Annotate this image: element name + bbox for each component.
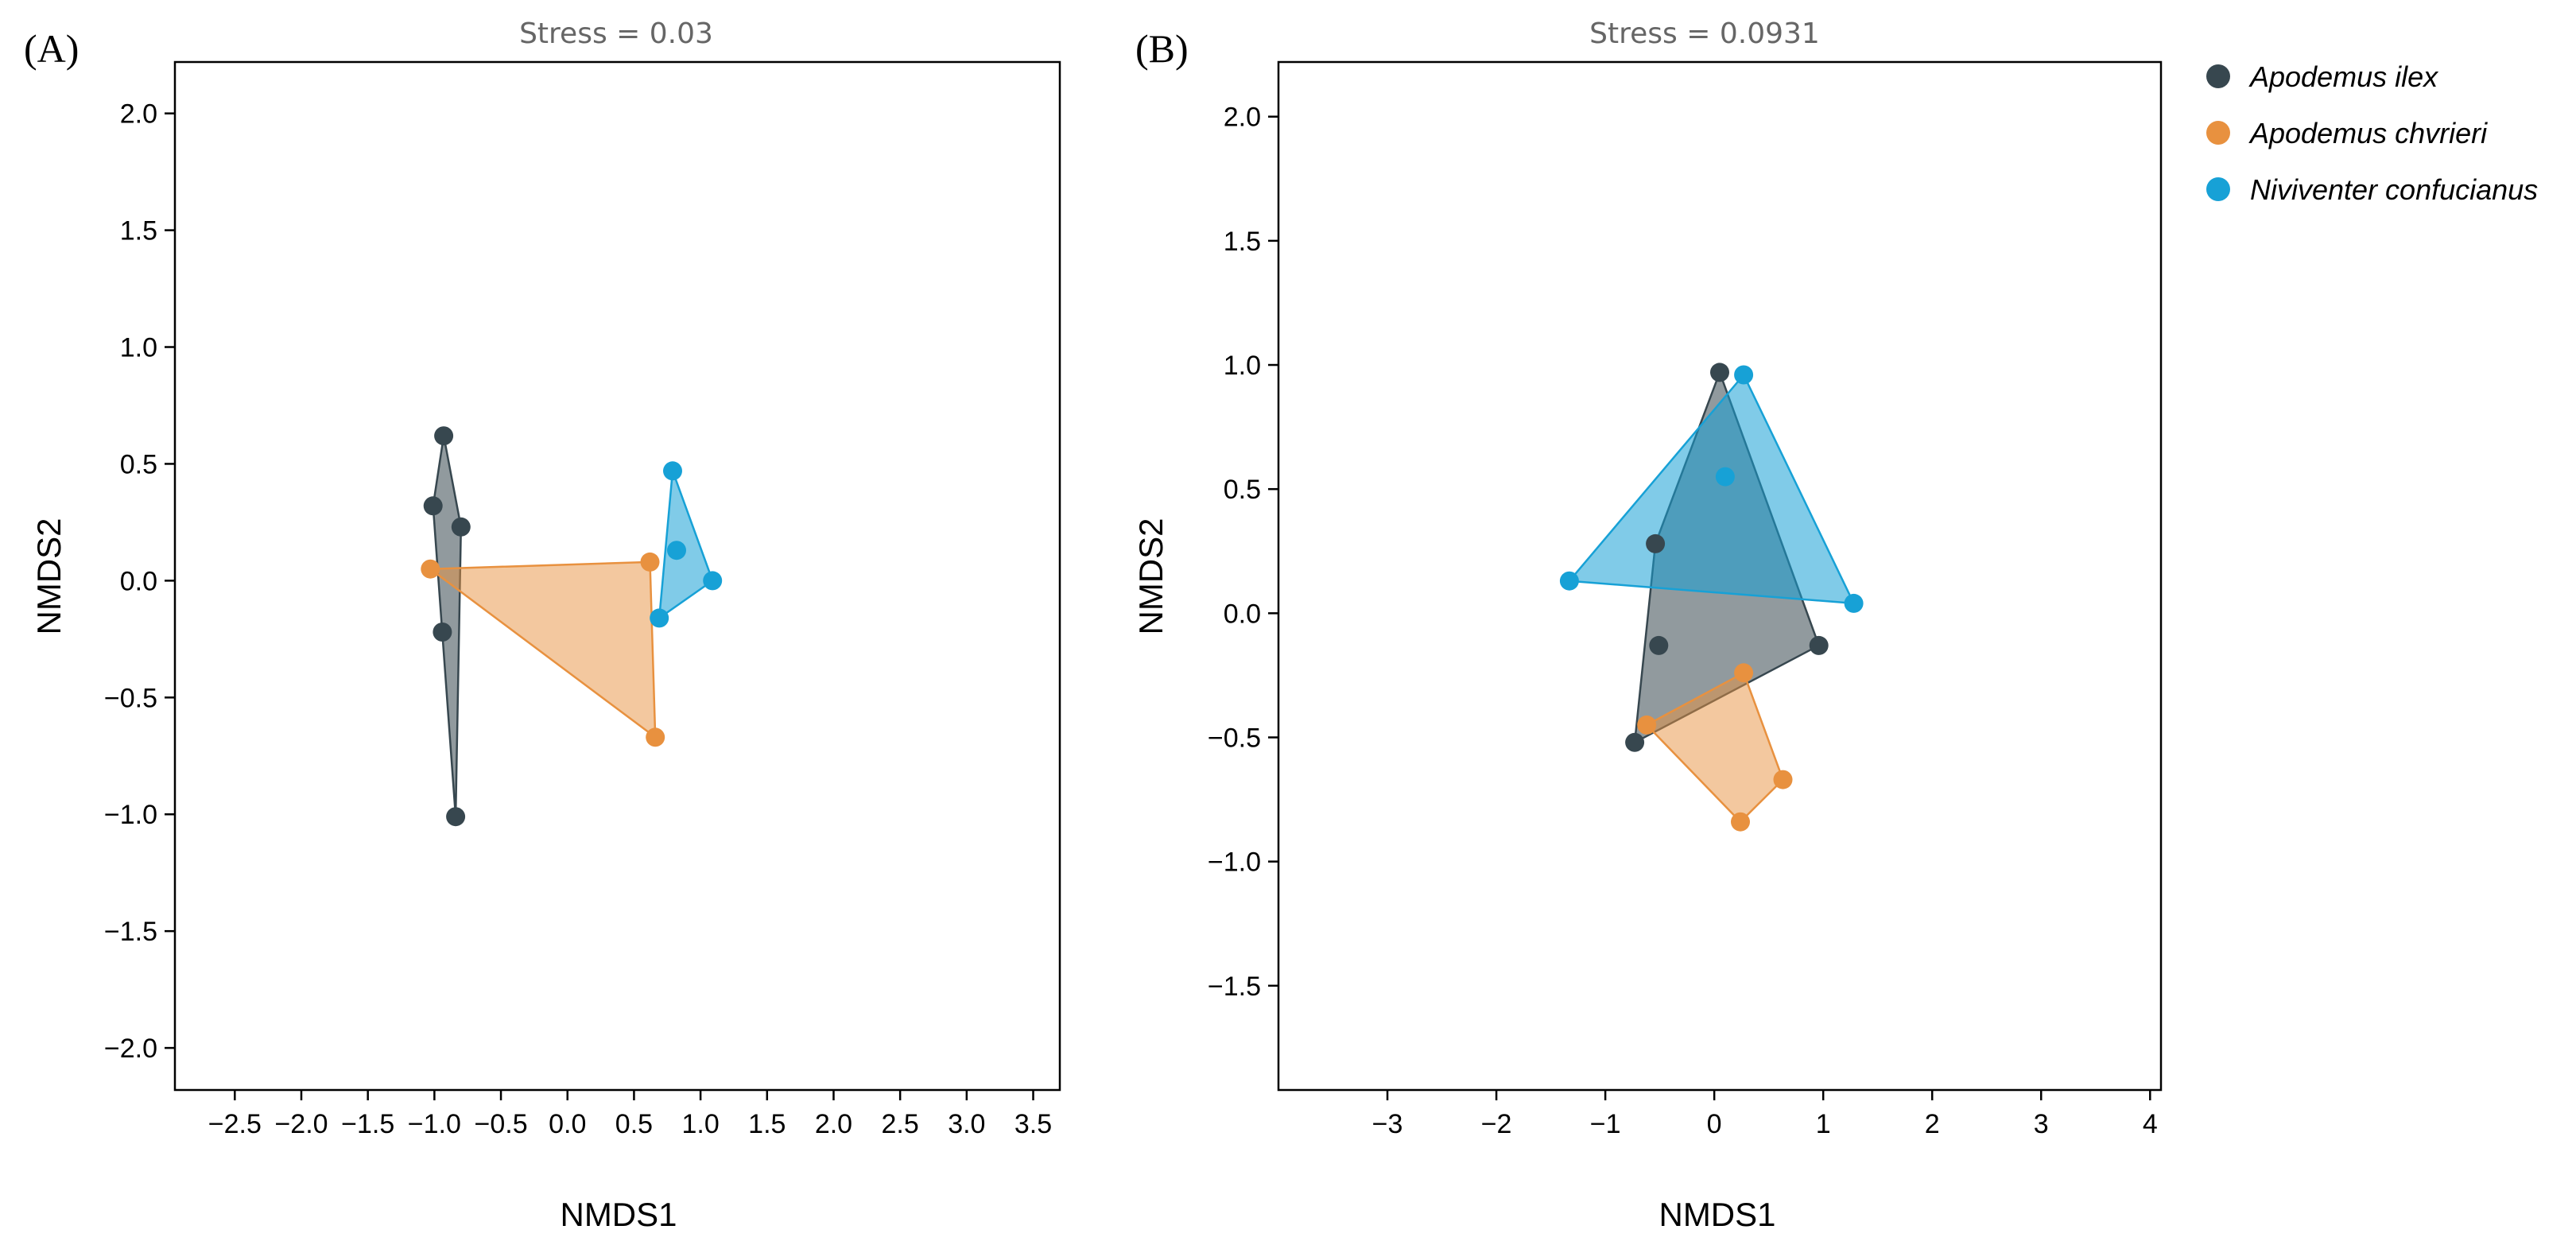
panel-a-x-tick-label: 2.5: [882, 1109, 919, 1139]
panel-a-y-tick-label: 1.5: [120, 216, 157, 246]
panel-b-point-apodemus-ilex: [1710, 363, 1729, 382]
panel-b-point-niviventer-confucianus: [1715, 467, 1735, 487]
panel-b-y-axis-label: NMDS2: [1132, 518, 1170, 634]
panel-a-x-tick-label: 0.5: [615, 1109, 653, 1139]
panel-a-x-tick-label: −2.0: [274, 1109, 328, 1139]
panel-b-point-apodemus-chvrieri: [1637, 715, 1657, 735]
panel-a-y-tick-label: 2.0: [120, 99, 157, 130]
panel-b-hull-niviventer-confucianus: [1568, 374, 1855, 605]
panel-a-point-niviventer-confucianus: [703, 571, 723, 591]
panel-a-x-axis-label: NMDS1: [560, 1196, 677, 1233]
panel-a-point-niviventer-confucianus: [663, 461, 682, 481]
panel-b-point-apodemus-chvrieri: [1773, 770, 1793, 789]
panel-b-point-apodemus-ilex: [1625, 732, 1645, 752]
panel-b-x-tick-label: 0: [1707, 1109, 1722, 1139]
panel-a-x-tick-label: −1.0: [408, 1109, 461, 1139]
panel-b-point-apodemus-ilex: [1646, 533, 1666, 553]
panel-a-label: (A): [24, 26, 79, 71]
panel-b-point-niviventer-confucianus: [1734, 365, 1754, 385]
legend-marker: [2206, 177, 2230, 201]
legend-marker: [2206, 121, 2230, 145]
panel-b-x-tick-label: 4: [2143, 1109, 2158, 1139]
panel-b-y-tick-label: −1.0: [1208, 848, 1261, 878]
legend-label: Apodemus chvrieri: [2248, 117, 2488, 149]
panel-a-point-niviventer-confucianus: [650, 608, 669, 628]
panel-a-y-tick-label: 1.0: [120, 333, 157, 363]
panel-a-y-tick-label: −1.5: [104, 917, 157, 947]
panel-a-x-tick-label: 3.5: [1014, 1109, 1052, 1139]
legend-label: Niviventer confucianus: [2250, 173, 2538, 206]
panel-b-x-tick-label: −3: [1372, 1109, 1403, 1139]
panel-b-point-apodemus-ilex: [1809, 635, 1829, 655]
panel-a-x-tick-label: 3.0: [948, 1109, 985, 1139]
panel-a-x-tick-label: −2.5: [208, 1109, 262, 1139]
panel-b-y-tick-label: −1.5: [1208, 972, 1261, 1002]
panel-b: (B) Stress = 0.0931 NMDS1 NMDS2 −3 −2 −1 0 1…: [1132, 17, 2163, 1233]
panel-a-point-apodemus-chvrieri: [640, 552, 660, 572]
panel-a-x-tick-label: 1.5: [748, 1109, 786, 1139]
panel-a-x-tick-label: −1.5: [341, 1109, 394, 1139]
legend-item-apodemus-ilex[interactable]: Apodemus ilex: [2206, 60, 2439, 93]
panel-a-point-niviventer-confucianus: [667, 541, 686, 560]
panel-b-label: (B): [1135, 26, 1189, 71]
panel-b-stress-title: Stress = 0.0931: [1589, 17, 1820, 50]
panel-b-y-tick-label: 2.0: [1224, 103, 1261, 133]
panel-b-y-tick-label: −0.5: [1208, 723, 1261, 754]
panel-b-plot-frame: [1277, 60, 2163, 1092]
panel-b-x-axis-label: NMDS1: [1658, 1196, 1775, 1233]
panel-a-stress-title: Stress = 0.03: [519, 17, 713, 50]
panel-b-point-niviventer-confucianus: [1559, 571, 1579, 591]
panel-a-point-apodemus-ilex: [423, 496, 443, 516]
panel-a-y-tick-label: −2.0: [104, 1034, 157, 1064]
panel-a-y-axis-label: NMDS2: [30, 518, 68, 634]
panel-a-hull-apodemus-chvrieri: [429, 560, 657, 739]
panel-a-x-tick-label: 2.0: [815, 1109, 852, 1139]
panel-a-point-apodemus-chvrieri: [646, 727, 665, 747]
panel-a-y-tick-label: 0.5: [120, 449, 157, 479]
panel-b-point-apodemus-chvrieri: [1734, 663, 1754, 683]
panel-a-point-apodemus-chvrieri: [421, 559, 440, 579]
panel-a-x-tick-label: −0.5: [474, 1109, 527, 1139]
panel-a-y-tick-label: −1.0: [104, 800, 157, 830]
legend-marker: [2206, 64, 2230, 88]
panel-b-plot-area: −3 −2 −1 0 1 2 3 4 −1.5 −1.0 −0.5 0.0 0.5 1.0 1.5 2.0: [1208, 60, 2163, 1139]
panel-b-y-tick-label: 0.5: [1224, 475, 1261, 505]
panel-a-point-apodemus-ilex: [446, 807, 466, 827]
panel-b-y-tick-label: 1.0: [1224, 351, 1261, 381]
panel-a: (A) Stress = 0.03 NMDS1 NMDS2 −2.5 −2.0 −1…: [24, 17, 1061, 1233]
panel-a-point-apodemus-ilex: [434, 426, 454, 446]
panel-b-point-niviventer-confucianus: [1844, 593, 1864, 613]
panel-a-x-tick-label: 1.0: [681, 1109, 719, 1139]
panel-b-x-tick-label: 1: [1816, 1109, 1831, 1139]
panel-b-x-tick-label: −2: [1481, 1109, 1512, 1139]
panel-a-plot-area: −2.5 −2.0 −1.5 −1.0 −0.5 0.0 0.5 1.0 1.5 2.0 2.5 3.…: [104, 60, 1061, 1139]
legend-label: Apodemus ilex: [2248, 60, 2439, 93]
panel-b-y-tick-label: 1.5: [1224, 227, 1261, 257]
panel-b-x-tick-label: −1: [1590, 1109, 1621, 1139]
panel-a-y-tick-label: 0.0: [120, 566, 157, 596]
panel-b-point-apodemus-ilex: [1649, 635, 1669, 655]
panel-a-plot-frame: [173, 60, 1061, 1092]
panel-a-hull-niviventer-confucianus: [658, 470, 714, 619]
legend: Apodemus ilex Apodemus chvrieri Nivivent…: [2206, 60, 2538, 206]
panel-a-y-tick-label: −0.5: [104, 683, 157, 713]
panel-a-point-apodemus-ilex: [451, 517, 471, 537]
legend-item-niviventer-confucianus[interactable]: Niviventer confucianus: [2206, 173, 2538, 206]
panel-b-x-tick-label: 3: [2034, 1109, 2049, 1139]
panel-a-point-apodemus-ilex: [433, 623, 452, 642]
panel-b-point-apodemus-chvrieri: [1731, 812, 1750, 832]
panel-a-x-tick-label: 0.0: [549, 1109, 586, 1139]
legend-item-apodemus-chvrieri[interactable]: Apodemus chvrieri: [2206, 117, 2488, 149]
panel-b-x-tick-label: 2: [1925, 1109, 1940, 1139]
panel-b-y-tick-label: 0.0: [1224, 599, 1261, 629]
